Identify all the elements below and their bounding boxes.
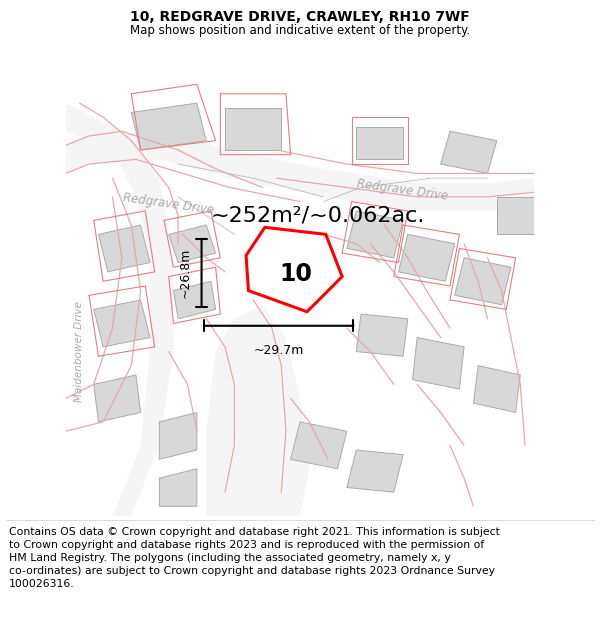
Polygon shape	[225, 107, 281, 150]
Polygon shape	[65, 131, 535, 211]
Polygon shape	[65, 103, 173, 516]
Text: ~26.8m: ~26.8m	[178, 248, 191, 298]
Polygon shape	[246, 228, 342, 312]
Polygon shape	[473, 366, 520, 413]
Polygon shape	[160, 469, 197, 506]
Polygon shape	[347, 450, 403, 493]
Polygon shape	[131, 103, 206, 150]
Polygon shape	[398, 234, 455, 281]
Text: Contains OS data © Crown copyright and database right 2021. This information is : Contains OS data © Crown copyright and d…	[9, 526, 500, 589]
Text: Redgrave Drive: Redgrave Drive	[356, 177, 449, 202]
Polygon shape	[356, 126, 403, 159]
Polygon shape	[290, 422, 347, 469]
Polygon shape	[263, 246, 295, 279]
Polygon shape	[413, 338, 464, 389]
Text: ~29.7m: ~29.7m	[254, 344, 304, 357]
Text: 10: 10	[279, 262, 312, 286]
Polygon shape	[94, 300, 150, 347]
Text: Redgrave Drive: Redgrave Drive	[122, 191, 215, 217]
Polygon shape	[98, 225, 150, 272]
Text: ~252m²/~0.062ac.: ~252m²/~0.062ac.	[211, 206, 425, 226]
Polygon shape	[206, 304, 310, 516]
Polygon shape	[160, 412, 197, 459]
Polygon shape	[455, 258, 511, 304]
Polygon shape	[347, 211, 403, 258]
Polygon shape	[169, 225, 215, 262]
Text: Map shows position and indicative extent of the property.: Map shows position and indicative extent…	[130, 24, 470, 36]
Polygon shape	[356, 314, 408, 356]
Text: 10, REDGRAVE DRIVE, CRAWLEY, RH10 7WF: 10, REDGRAVE DRIVE, CRAWLEY, RH10 7WF	[130, 10, 470, 24]
Polygon shape	[173, 281, 215, 319]
Polygon shape	[497, 197, 535, 234]
Polygon shape	[440, 131, 497, 173]
Polygon shape	[94, 375, 140, 422]
Text: Maidenbower Drive: Maidenbower Drive	[74, 301, 84, 402]
